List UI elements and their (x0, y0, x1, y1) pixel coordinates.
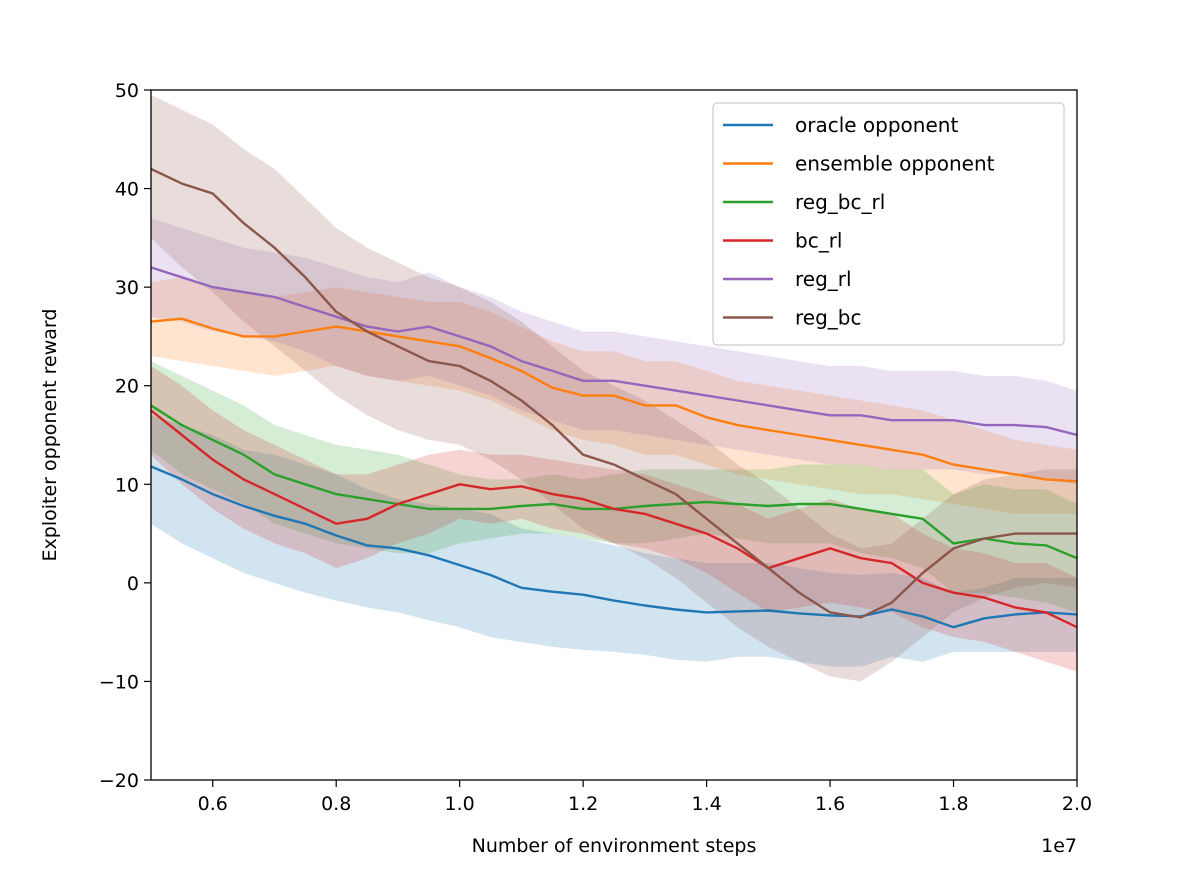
x-tick-label: 1.2 (568, 793, 598, 815)
legend-box (712, 102, 1065, 346)
legend-label-reg-rl: reg_rl (795, 267, 852, 291)
line-oracle-opponent (151, 465, 1077, 629)
x-axis-offset-label: 1e7 (1041, 835, 1077, 857)
y-tick-label: −10 (99, 671, 139, 693)
plot-frame (150, 89, 1078, 781)
band-reg-bc (151, 94, 1077, 682)
line-reg-rl (151, 266, 1077, 437)
x-tick-label: 1.6 (815, 793, 845, 815)
legend-label-oracle-opponent: oracle opponent (795, 113, 958, 137)
band-bc-rl (151, 366, 1077, 672)
line-ensemble-opponent (151, 317, 1077, 483)
legend: oracle opponent ensemble opponent reg_bc_r… (712, 102, 1065, 346)
band-reg-bc-rl (151, 361, 1077, 613)
legend-label-ensemble-opponent: ensemble opponent (795, 152, 995, 176)
x-tick-label: 1.4 (691, 793, 721, 815)
x-tick-label: 0.8 (321, 793, 351, 815)
band-reg-rl (151, 218, 1077, 485)
line-reg-bc (151, 167, 1077, 619)
x-tick-label: 2.0 (1062, 793, 1092, 815)
y-axis-label: Exploiter opponent reward (39, 309, 61, 562)
line-bc-rl (151, 409, 1077, 629)
y-tick-label: 20 (115, 376, 139, 398)
x-axis-ticks: 0.6 0.8 1.0 1.2 1.4 1.6 1.8 2.0 (198, 780, 1092, 815)
series-lines (151, 167, 1077, 629)
x-tick-label: 1.8 (938, 793, 968, 815)
x-tick-label: 0.6 (198, 793, 228, 815)
y-tick-label: 10 (115, 474, 139, 496)
legend-label-reg-bc-rl: reg_bc_rl (795, 190, 885, 214)
x-axis-label: Number of environment steps (472, 835, 757, 857)
y-tick-label: 30 (115, 277, 139, 299)
y-tick-label: −20 (99, 770, 139, 792)
y-tick-label: 50 (115, 80, 139, 102)
y-axis-ticks: −20 −10 0 10 20 30 40 50 (99, 80, 151, 792)
legend-label-bc-rl: bc_rl (795, 229, 842, 253)
y-tick-label: 0 (127, 573, 139, 595)
x-tick-label: 1.0 (445, 793, 475, 815)
y-tick-label: 40 (115, 179, 139, 201)
legend-label-reg-bc: reg_bc (795, 306, 861, 330)
band-oracle-opponent (151, 415, 1077, 667)
